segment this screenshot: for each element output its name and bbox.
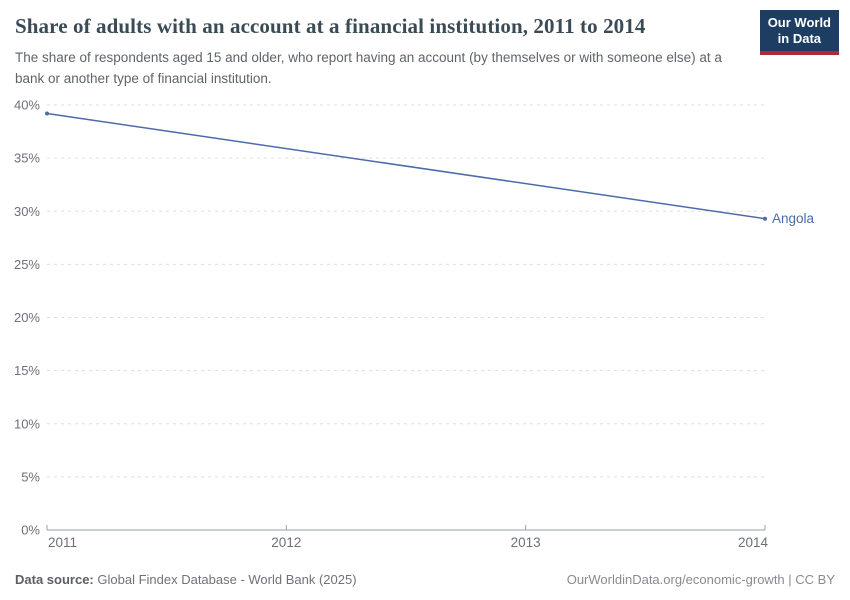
x-tick-label: 2012 xyxy=(271,535,301,550)
x-tick-label: 2013 xyxy=(511,535,541,550)
y-tick-label: 5% xyxy=(21,469,40,484)
y-tick-label: 15% xyxy=(14,363,40,378)
chart-subtitle: The share of respondents aged 15 and old… xyxy=(15,50,722,86)
owid-logo-line2: in Data xyxy=(777,31,822,47)
chart-footer: Data source: Global Findex Database - Wo… xyxy=(15,572,835,587)
data-point[interactable] xyxy=(45,111,49,116)
y-tick-label: 25% xyxy=(14,257,40,272)
credit-link[interactable]: OurWorldinData.org/economic-growth | CC … xyxy=(566,572,835,587)
y-tick-label: 20% xyxy=(14,310,40,325)
owid-logo[interactable]: Our World in Data xyxy=(759,10,839,55)
x-tick-label: 2011 xyxy=(48,535,77,550)
owid-logo-line1: Our World xyxy=(767,15,831,30)
trend-line[interactable] xyxy=(46,112,766,220)
y-tick-label: 10% xyxy=(14,416,40,431)
y-tick-label: 30% xyxy=(14,204,40,219)
series-label[interactable]: Angola xyxy=(772,211,815,226)
data-source-value: Global Findex Database - World Bank (202… xyxy=(97,572,357,587)
y-tick-label: 35% xyxy=(14,151,40,166)
data-point[interactable] xyxy=(763,216,767,221)
data-source-line: Data source: Global Findex Database - Wo… xyxy=(15,572,357,587)
chart-title: Share of adults with an account at a fin… xyxy=(15,14,646,38)
data-source-label: Data source: xyxy=(15,572,94,587)
x-tick-label: 2014 xyxy=(738,535,769,550)
y-tick-label: 0% xyxy=(21,523,40,538)
y-tick-label: 40% xyxy=(14,98,40,113)
